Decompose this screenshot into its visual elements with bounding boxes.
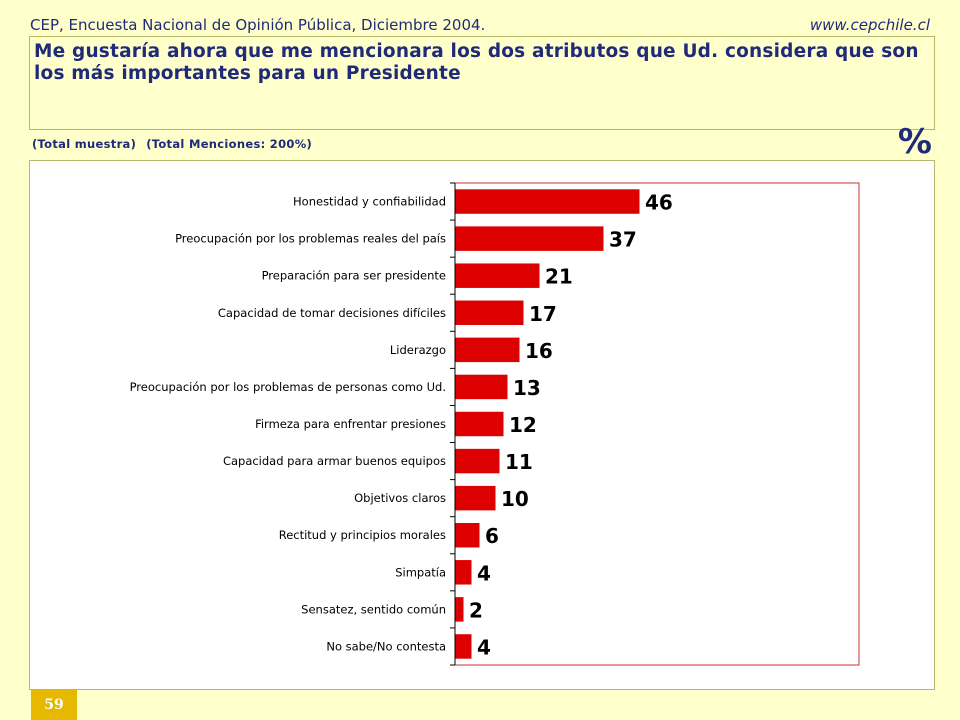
category-label: Capacidad para armar buenos equipos — [223, 454, 446, 468]
source-caption: CEP, Encuesta Nacional de Opinión Públic… — [30, 16, 486, 34]
bar — [455, 522, 480, 548]
value-label: 2 — [469, 598, 483, 622]
question-title: Me gustaría ahora que me mencionara los … — [34, 41, 919, 84]
total-sample-label: (Total muestra) — [32, 137, 137, 151]
category-labels: Honestidad y confiabilidad Preocupación p… — [130, 195, 446, 654]
value-label: 4 — [477, 561, 491, 585]
bar — [455, 189, 640, 214]
value-label: 4 — [477, 635, 491, 659]
category-label: Rectitud y principios morales — [279, 528, 446, 542]
value-label: 16 — [525, 339, 553, 363]
value-label: 11 — [505, 450, 533, 474]
category-label: Preocupación por los problemas reales de… — [175, 232, 446, 246]
bar — [455, 485, 496, 511]
bar — [455, 263, 540, 288]
value-label: 6 — [485, 524, 499, 548]
category-label: Sensatez, sentido común — [301, 602, 446, 616]
plot-area — [454, 182, 860, 666]
percent-symbol: % — [897, 122, 932, 162]
total-mentions-label: (Total Menciones: 200%) — [146, 137, 313, 151]
category-label: Objetivos claros — [354, 491, 446, 505]
value-label: 21 — [545, 265, 573, 289]
category-label: Firmeza para enfrentar presiones — [255, 417, 446, 431]
category-label: Capacidad de tomar decisiones difíciles — [218, 306, 446, 320]
category-label: Liderazgo — [390, 343, 446, 357]
website-link[interactable]: www.cepchile.cl — [809, 16, 930, 34]
category-label: No sabe/No contesta — [326, 639, 446, 653]
bars-group — [455, 189, 640, 659]
bar — [455, 411, 504, 437]
category-label: Honestidad y confiabilidad — [293, 195, 446, 209]
bar-chart: Honestidad y confiabilidad Preocupación p… — [130, 182, 860, 666]
bar — [455, 634, 472, 659]
category-label: Preocupación por los problemas de person… — [130, 380, 446, 394]
bar — [455, 374, 508, 400]
bar — [455, 560, 472, 585]
question-box: Me gustaría ahora que me mencionara los … — [29, 36, 935, 130]
value-label: 17 — [529, 302, 557, 326]
page-number: 59 — [31, 690, 77, 720]
bar — [455, 226, 604, 251]
bar — [455, 300, 524, 326]
category-label: Preparación para ser presidente — [262, 269, 446, 283]
bar — [455, 597, 464, 622]
value-label: 37 — [609, 228, 637, 252]
value-label: 12 — [509, 413, 537, 437]
bar — [455, 448, 500, 474]
axis-ticks — [450, 182, 455, 666]
value-label: 10 — [501, 487, 529, 511]
value-label: 46 — [645, 191, 673, 215]
category-label: Simpatía — [395, 565, 446, 579]
value-labels: 46 37 21 17 16 13 12 11 106 4 2 4 — [469, 191, 673, 660]
chart-panel: Honestidad y confiabilidad Preocupación p… — [29, 160, 935, 690]
value-label: 13 — [513, 376, 541, 400]
bar — [455, 337, 520, 363]
sample-subtitle: (Total muestra) (Total Menciones: 200%) — [32, 137, 312, 151]
